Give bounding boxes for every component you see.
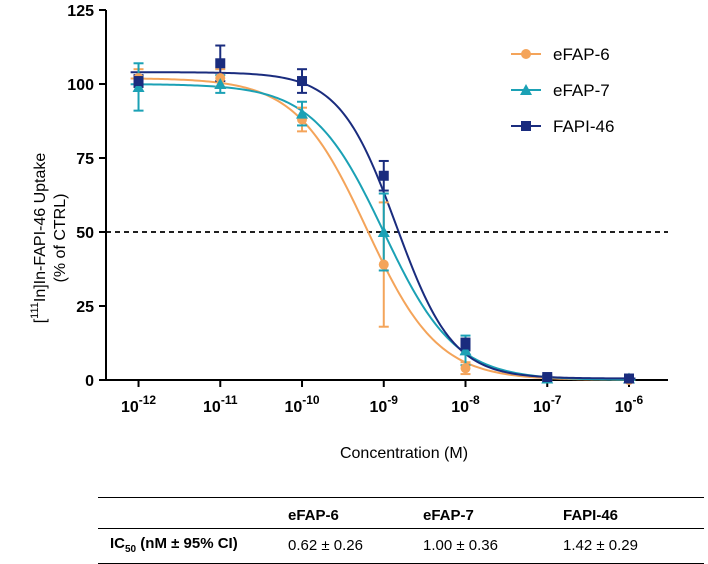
x-tick-label: 10-9 xyxy=(370,393,399,416)
data-point xyxy=(132,80,145,92)
y-tick-label: 125 xyxy=(67,3,94,20)
data-point xyxy=(460,339,471,350)
data-point xyxy=(459,344,472,356)
legend-label: FAPI-46 xyxy=(553,117,614,136)
data-point xyxy=(297,76,308,87)
axes: 0 25 50 75 100 125 10-12 10-11 10-10 10-9 10-8 10-7… xyxy=(67,3,668,416)
ic50-table: eFAP-6 eFAP-7 FAPI-46 IC50 (nM ± 95% CI)… xyxy=(98,497,704,564)
x-tick-label: 10-7 xyxy=(533,393,562,416)
data-point xyxy=(378,259,389,270)
y-axis-title-line2: (% of CTRL) xyxy=(52,194,69,283)
table-header-efap6: eFAP-6 xyxy=(288,497,423,529)
data-point xyxy=(623,373,634,384)
data-point xyxy=(542,372,553,383)
ic50-chart: 0 25 50 75 100 125 10-12 10-11 10-10 10-9 10-8 10-7… xyxy=(29,3,668,462)
x-tick-label: 10-12 xyxy=(121,393,156,416)
data-point xyxy=(460,363,471,374)
x-axis-title: Concentration (M) xyxy=(340,445,468,462)
y-tick-label: 0 xyxy=(85,373,94,390)
data-point xyxy=(296,107,309,119)
table-cell-fapi46: 1.42 ± 0.29 xyxy=(563,528,704,564)
data-point xyxy=(377,226,390,237)
data-point xyxy=(214,78,227,89)
x-tick-label: 10-8 xyxy=(451,393,480,416)
y-tick-label: 25 xyxy=(76,299,94,316)
data-point xyxy=(378,170,389,181)
data-point xyxy=(133,76,144,87)
table-header-efap7: eFAP-7 xyxy=(423,497,563,529)
legend-label: eFAP-7 xyxy=(553,81,610,100)
table-cell-efap6: 0.62 ± 0.26 xyxy=(288,528,423,564)
legend-label: eFAP-6 xyxy=(553,45,610,64)
x-tick-label: 10-6 xyxy=(615,393,644,416)
table-header-fapi46: FAPI-46 xyxy=(563,497,704,529)
table-header-blank xyxy=(98,497,288,529)
x-tick-label: 10-11 xyxy=(203,393,238,416)
y-tick-label: 100 xyxy=(67,77,94,94)
table-header-row: eFAP-6 eFAP-7 FAPI-46 xyxy=(98,497,704,529)
table-cell-efap7: 1.00 ± 0.36 xyxy=(423,528,563,564)
data-point xyxy=(215,58,226,69)
y-axis-title: [111In]In-FAPI-46 Uptake (% of CTRL) xyxy=(29,153,69,324)
legend: eFAP-6 eFAP-7 FAPI-46 xyxy=(511,45,614,136)
table-row: IC50 (nM ± 95% CI) 0.62 ± 0.26 1.00 ± 0.… xyxy=(98,528,704,564)
legend-marker xyxy=(520,84,532,95)
y-axis-title-line1: [111In]In-FAPI-46 Uptake xyxy=(29,153,49,324)
table-row-label: IC50 (nM ± 95% CI) xyxy=(98,528,288,564)
y-tick-label: 50 xyxy=(76,225,94,242)
legend-marker xyxy=(521,49,531,59)
legend-marker xyxy=(521,121,531,131)
x-tick-label: 10-10 xyxy=(284,393,319,416)
y-tick-label: 75 xyxy=(76,151,94,168)
data-points xyxy=(132,58,635,385)
